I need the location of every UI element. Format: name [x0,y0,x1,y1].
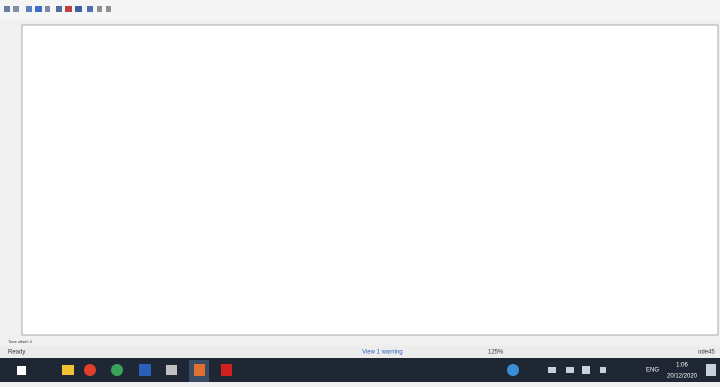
solver: ode45 [698,350,715,356]
zoom-icon[interactable] [26,6,32,12]
plot-area [22,25,718,335]
acrobat-icon[interactable] [221,364,232,376]
style-icon[interactable] [106,6,111,12]
pan-icon[interactable] [45,6,50,12]
autoscale-icon[interactable] [56,6,62,12]
notifications-icon[interactable] [706,364,716,376]
warning-link[interactable]: View 1 warning [362,350,403,356]
status-bar [0,346,720,358]
measure-icon[interactable] [75,6,82,12]
help-icon[interactable] [507,364,519,376]
zoom-x-icon[interactable] [35,6,42,12]
taskbar [0,358,720,382]
word-icon[interactable] [139,364,151,376]
status-text: Ready [8,350,25,356]
matlab-icon[interactable] [194,364,205,376]
zoom-level: 125% [488,350,504,356]
legend-icon[interactable] [87,6,93,12]
cursor-icon[interactable] [65,6,72,12]
lock-icon[interactable] [97,6,102,12]
tray-icons[interactable] [548,367,556,373]
tool-icon[interactable] [166,365,177,375]
settings-icon[interactable] [13,6,19,12]
clock-date[interactable]: 20/12/2020 [667,374,698,380]
volume-icon[interactable] [600,367,606,373]
app-icon[interactable] [111,364,123,376]
print-icon[interactable] [4,6,10,12]
network-icon[interactable] [566,367,574,373]
clock-time[interactable]: 1:06 [676,363,688,369]
explorer-icon[interactable] [62,365,74,375]
globe-icon[interactable] [582,366,590,374]
scope-window: Time offset: 0 Ready View 1 warning 125%… [0,0,720,382]
time-offset: Time offset: 0 [8,339,33,344]
start-button[interactable] [17,366,26,375]
chrome-icon[interactable] [84,364,96,376]
language[interactable]: ENG [646,368,659,374]
